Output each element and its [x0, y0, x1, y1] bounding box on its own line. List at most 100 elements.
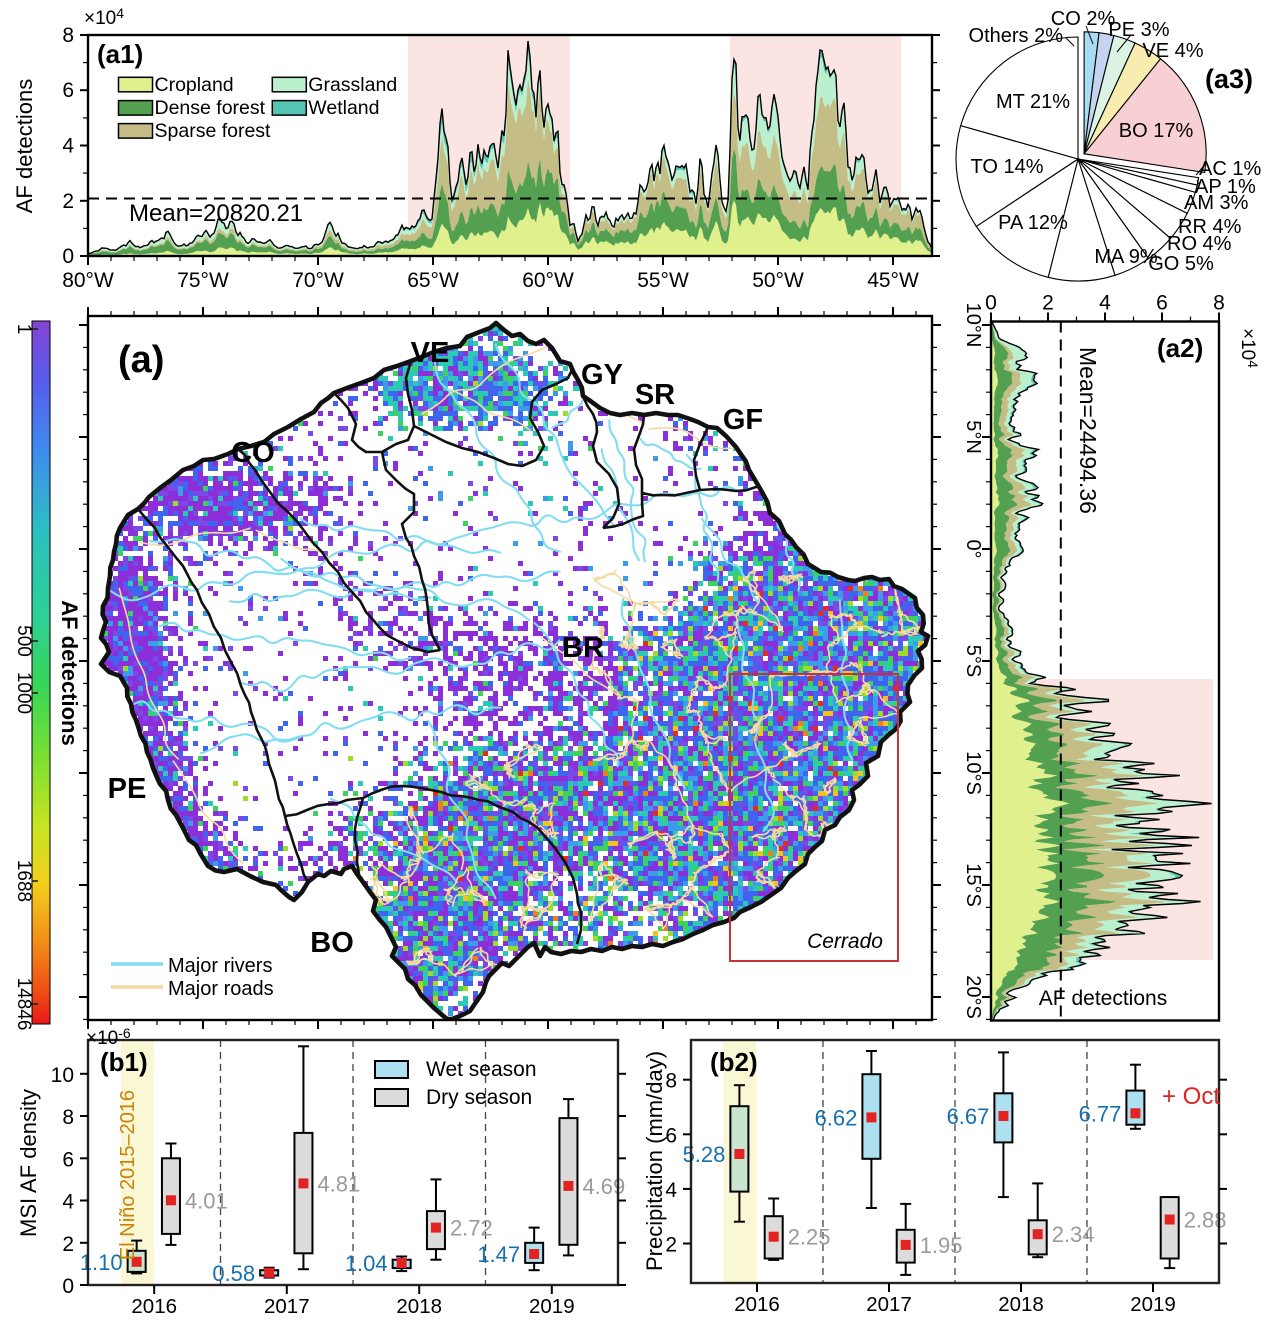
svg-text:MA 9%: MA 9% — [1094, 246, 1158, 268]
svg-text:Grassland: Grassland — [308, 74, 397, 96]
svg-text:8: 8 — [62, 1106, 74, 1129]
svg-text:8: 8 — [62, 24, 74, 47]
svg-text:6.62: 6.62 — [815, 1105, 858, 1130]
svg-text:4: 4 — [665, 1179, 677, 1202]
svg-text:VE 4%: VE 4% — [1142, 40, 1203, 62]
svg-text:SR: SR — [635, 379, 675, 411]
svg-text:1.47: 1.47 — [477, 1242, 520, 1267]
svg-text:1: 1 — [13, 324, 34, 335]
svg-text:1688: 1688 — [13, 860, 34, 902]
svg-text:2: 2 — [1042, 292, 1054, 315]
svg-text:2019: 2019 — [1130, 1293, 1176, 1315]
svg-text:GY: GY — [581, 359, 623, 391]
svg-text:75°W: 75°W — [177, 269, 229, 292]
svg-text:45°W: 45°W — [867, 269, 919, 292]
svg-text:5°N: 5°N — [962, 420, 984, 454]
svg-text:Sparse forest: Sparse forest — [155, 120, 272, 142]
svg-text:5°S: 5°S — [962, 645, 984, 677]
svg-text:Wetland: Wetland — [308, 97, 379, 119]
svg-text:×104: ×104 — [84, 5, 124, 29]
svg-text:MSI AF density: MSI AF density — [16, 1089, 41, 1237]
svg-text:2: 2 — [62, 190, 74, 213]
svg-text:PA 12%: PA 12% — [998, 212, 1068, 234]
svg-text:10: 10 — [51, 1064, 74, 1087]
svg-text:Major roads: Major roads — [168, 978, 274, 1000]
svg-text:CO 2%: CO 2% — [1051, 8, 1116, 30]
svg-text:0: 0 — [62, 1275, 74, 1298]
svg-text:50°W: 50°W — [752, 269, 804, 292]
svg-text:Dense forest: Dense forest — [155, 97, 266, 119]
svg-text:AP 1%: AP 1% — [1195, 176, 1256, 198]
svg-text:6.67: 6.67 — [947, 1104, 990, 1129]
svg-text:GF: GF — [723, 404, 763, 436]
svg-text:2.25: 2.25 — [788, 1225, 831, 1250]
svg-text:15°S: 15°S — [962, 863, 984, 907]
svg-text:(a1): (a1) — [97, 39, 143, 69]
svg-text:2016: 2016 — [734, 1293, 780, 1315]
svg-text:Cropland: Cropland — [155, 74, 234, 96]
svg-text:Wet season: Wet season — [426, 1058, 537, 1081]
svg-text:AF detections: AF detections — [12, 79, 37, 214]
svg-text:BR: BR — [562, 632, 604, 664]
svg-text:0: 0 — [62, 245, 74, 268]
svg-text:2.72: 2.72 — [450, 1216, 493, 1241]
svg-text:0°: 0° — [962, 539, 984, 558]
svg-text:8: 8 — [665, 1070, 677, 1093]
svg-text:MT 21%: MT 21% — [996, 91, 1070, 113]
svg-text:6: 6 — [665, 1124, 677, 1147]
svg-text:+ Oct: + Oct — [1162, 1083, 1220, 1110]
svg-text:0: 0 — [985, 292, 997, 315]
svg-text:(b2): (b2) — [710, 1047, 758, 1077]
svg-text:10°N: 10°N — [962, 303, 984, 348]
svg-text:TO 14%: TO 14% — [971, 156, 1044, 178]
svg-text:70°W: 70°W — [292, 269, 344, 292]
svg-text:4: 4 — [1099, 292, 1111, 315]
svg-text:10°S: 10°S — [962, 751, 984, 795]
svg-text:(a2): (a2) — [1157, 333, 1203, 363]
svg-text:2016: 2016 — [131, 1295, 177, 1315]
svg-text:PE: PE — [108, 773, 147, 805]
svg-text:60°W: 60°W — [522, 269, 574, 292]
svg-text:Mean=20820.21: Mean=20820.21 — [129, 200, 303, 227]
svg-text:1.04: 1.04 — [345, 1251, 388, 1276]
svg-text:6: 6 — [1156, 292, 1168, 315]
svg-text:CO: CO — [231, 437, 275, 469]
svg-text:BO 17%: BO 17% — [1119, 120, 1194, 142]
svg-text:0.58: 0.58 — [212, 1261, 255, 1286]
svg-text:AF detections: AF detections — [1039, 987, 1167, 1010]
svg-text:PE 3%: PE 3% — [1108, 19, 1169, 41]
svg-text:1000: 1000 — [13, 672, 34, 714]
svg-text:4: 4 — [62, 135, 74, 158]
svg-text:8: 8 — [1213, 292, 1225, 315]
svg-text:AF detections: AF detections — [57, 600, 82, 745]
svg-text:Major rivers: Major rivers — [168, 955, 272, 977]
svg-text:(b1): (b1) — [100, 1047, 148, 1077]
svg-text:2: 2 — [62, 1233, 74, 1256]
svg-text:2: 2 — [665, 1234, 677, 1257]
svg-text:1.95: 1.95 — [920, 1233, 963, 1258]
svg-text:Others 2%: Others 2% — [969, 25, 1064, 47]
svg-text:4: 4 — [62, 1191, 74, 1214]
svg-text:2017: 2017 — [264, 1295, 310, 1315]
svg-text:RO 4%: RO 4% — [1167, 233, 1232, 255]
svg-text:GO 5%: GO 5% — [1148, 253, 1214, 275]
svg-text:500: 500 — [13, 625, 34, 657]
svg-text:(a3): (a3) — [1205, 64, 1253, 94]
svg-text:2019: 2019 — [529, 1295, 575, 1315]
svg-text:4.81: 4.81 — [317, 1171, 360, 1196]
svg-text:5.28: 5.28 — [683, 1142, 726, 1167]
svg-text:AC 1%: AC 1% — [1199, 158, 1261, 180]
svg-text:65°W: 65°W — [407, 269, 459, 292]
svg-text:Precipitation (mm/day): Precipitation (mm/day) — [642, 1051, 667, 1271]
svg-text:6: 6 — [62, 79, 74, 102]
svg-text:VE: VE — [411, 337, 450, 369]
svg-text:2018: 2018 — [396, 1295, 442, 1315]
svg-text:BO: BO — [310, 927, 354, 959]
svg-text:Dry season: Dry season — [426, 1086, 532, 1109]
svg-text:20°S: 20°S — [962, 975, 984, 1019]
svg-text:6.77: 6.77 — [1079, 1101, 1122, 1126]
svg-text:14846: 14846 — [13, 978, 34, 1031]
svg-text:2018: 2018 — [998, 1293, 1044, 1315]
svg-text:RR 4%: RR 4% — [1178, 216, 1242, 238]
svg-text:AM 3%: AM 3% — [1184, 192, 1249, 214]
